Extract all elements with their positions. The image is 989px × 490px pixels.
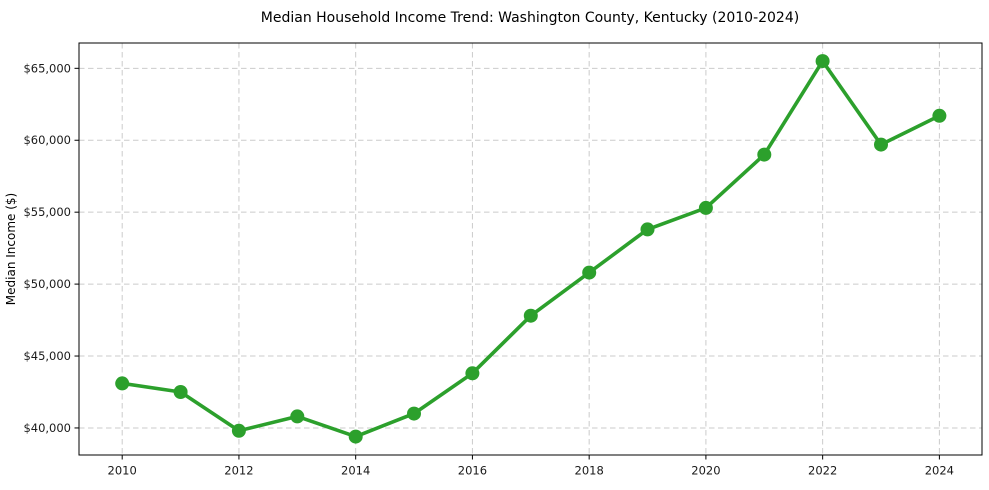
plot-border <box>78 42 983 456</box>
x-tick-label: 2022 <box>808 464 837 478</box>
data-point-2024 <box>932 108 947 123</box>
data-point-2019 <box>640 222 655 237</box>
chart-title: Median Household Income Trend: Washingto… <box>261 10 799 26</box>
grid-layer <box>79 43 982 455</box>
y-tick-label: $45,000 <box>23 349 71 363</box>
data-point-2014 <box>348 429 363 444</box>
data-point-2020 <box>698 200 713 215</box>
income-trend-line <box>120 59 942 439</box>
data-point-2015 <box>407 406 421 421</box>
y-tick-label: $55,000 <box>23 205 71 219</box>
data-point-2022 <box>815 54 830 69</box>
data-point-2011 <box>173 385 188 399</box>
y-tick-label: $40,000 <box>23 421 71 435</box>
data-point-2010 <box>115 376 130 391</box>
x-tick-label: 2010 <box>108 464 137 478</box>
data-point-2023 <box>874 137 888 152</box>
series-layer <box>115 54 947 444</box>
x-tick-label: 2012 <box>224 464 253 478</box>
data-point-2013 <box>290 409 305 424</box>
x-tick-label: 2020 <box>691 464 720 478</box>
data-point-2021 <box>757 147 772 162</box>
y-tick-label: $50,000 <box>23 277 71 291</box>
data-point-2016 <box>465 366 480 381</box>
y-tick-label: $65,000 <box>23 61 71 75</box>
data-point-2017 <box>523 308 538 323</box>
y-tick-label: $60,000 <box>23 133 71 147</box>
y-axis-label: Median Income ($) <box>4 193 18 305</box>
x-tick-label: 2016 <box>458 464 487 478</box>
x-tick-label: 2014 <box>341 464 370 478</box>
data-point-2012 <box>231 423 246 438</box>
axis-layer: $40,000 $45,000 $50,000 $55,000 $60,000 $65,0… <box>23 42 983 478</box>
x-tick-label: 2024 <box>925 464 954 478</box>
data-point-2018 <box>582 265 597 280</box>
x-tick-label: 2018 <box>575 464 604 478</box>
